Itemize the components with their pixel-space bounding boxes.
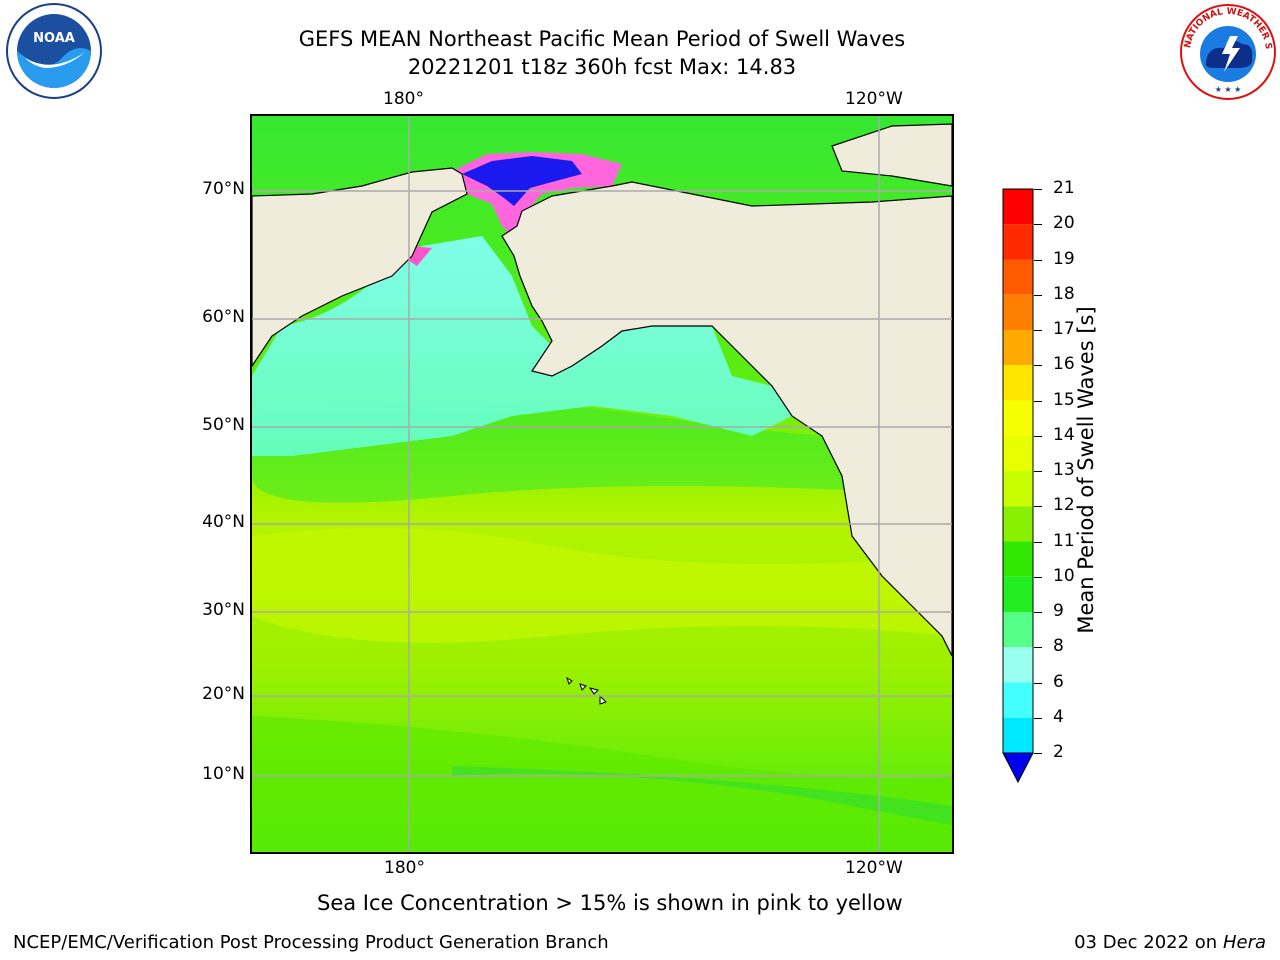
colorbar-tick-label: 11 (1053, 530, 1075, 551)
colorbar-tick-label: 14 (1053, 424, 1075, 445)
lat-label-60n: 60°N (202, 307, 245, 327)
ocean-band-green (252, 716, 952, 852)
noaa-logo: NOAA (5, 2, 103, 100)
lon-label-top-120w: 120°W (845, 89, 903, 109)
nws-logo: NATIONAL WEATHER SERVICE ★ ★ ★ (1175, 0, 1278, 102)
colorbar-tick-label: 17 (1053, 319, 1075, 339)
colorbar-segment (1003, 294, 1033, 330)
colorbar-segment (1003, 400, 1033, 436)
colorbar-segment (1003, 612, 1033, 648)
colorbar-tick-label: 10 (1053, 565, 1075, 586)
colorbar-tick-mark (1034, 400, 1042, 402)
colorbar-tick-label: 20 (1053, 213, 1075, 234)
graticule (252, 116, 952, 852)
colorbar-tick-label: 13 (1053, 460, 1075, 480)
colorbar-segment (1003, 717, 1033, 753)
colorbar-border (1002, 188, 1034, 754)
colorbar-segment (1003, 224, 1033, 260)
colorbar-tick-label: 12 (1053, 495, 1075, 516)
colorbar (1002, 188, 1034, 784)
colorbar-tick-mark (1034, 330, 1042, 331)
colorbar-segment (1003, 647, 1033, 683)
colorbar-tick-mark (1034, 471, 1042, 472)
colorbar-tick-mark (1034, 612, 1042, 613)
colorbar-tick-label: 9 (1053, 601, 1064, 621)
colorbar-segment (1003, 189, 1033, 225)
ocean-band-yellow (252, 528, 952, 643)
colorbar-tick-label: 2 (1053, 742, 1064, 762)
land-hawaii (566, 676, 607, 705)
colorbar-tick-mark (1034, 576, 1042, 578)
land-siberia (252, 167, 468, 368)
land-alaska-canada (501, 181, 952, 657)
colorbar-tick-mark (1034, 682, 1042, 684)
lat-label-20n: 20°N (202, 684, 245, 704)
colorbar-tick-mark (1034, 294, 1042, 296)
map-canvas (252, 116, 952, 852)
colorbar-tick-mark (1034, 224, 1042, 226)
chart-subtitle: 20221201 t18z 360h fcst Max: 14.83 (407, 55, 797, 79)
lon-label-bottom-120w: 120°W (845, 858, 903, 878)
colorbar-segment (1003, 506, 1033, 542)
land-arctic-islands (831, 123, 952, 187)
footer-date: 03 Dec 2022 on Hera (1074, 932, 1266, 953)
footer-credit: NCEP/EMC/Verification Post Processing Pr… (13, 932, 609, 953)
noaa-logo-text: NOAA (33, 31, 75, 46)
colorbar-tick-mark (1034, 435, 1042, 437)
sea-ice-blue (462, 156, 582, 206)
colorbar-tick-mark (1034, 717, 1042, 719)
ocean-band-deepgreen (452, 766, 952, 825)
colorbar-segment (1003, 330, 1033, 366)
colorbar-tick-mark (1034, 365, 1042, 367)
lon-label-top-180: 180° (383, 89, 424, 109)
colorbar-tick-label: 18 (1053, 283, 1075, 304)
colorbar-tick-label: 21 (1053, 178, 1075, 198)
colorbar-tick-label: 4 (1053, 706, 1064, 727)
lon-label-bottom-180: 180° (384, 858, 425, 878)
chart-title: GEFS MEAN Northeast Pacific Mean Period … (298, 27, 906, 51)
colorbar-segment (1003, 471, 1033, 507)
svg-text:★ ★ ★: ★ ★ ★ (1215, 85, 1242, 94)
colorbar-tick-mark (1034, 541, 1042, 543)
lat-label-70n: 70°N (202, 179, 245, 199)
colorbar-tick-label: 6 (1053, 671, 1064, 692)
colorbar-tick-mark (1034, 189, 1042, 190)
colorbar-tick-mark (1034, 259, 1042, 261)
colorbar-segment (1003, 541, 1033, 577)
colorbar-tick-label: 16 (1053, 354, 1075, 375)
colorbar-tick-mark (1034, 506, 1042, 508)
ocean-cyan-region (252, 236, 792, 456)
colorbar-segment (1003, 365, 1033, 401)
colorbar-label: Mean Period of Swell Waves [s] (1074, 306, 1098, 634)
footer-host: Hera (1222, 932, 1266, 953)
lat-label-40n: 40°N (202, 512, 245, 532)
colorbar-svg (1002, 188, 1034, 784)
colorbar-segment (1003, 435, 1033, 471)
colorbar-tick-label: 15 (1053, 389, 1075, 410)
lat-label-10n: 10°N (202, 764, 245, 784)
colorbar-tick-mark (1034, 647, 1042, 649)
colorbar-tick-mark (1034, 753, 1042, 754)
swell-period-map (250, 114, 954, 854)
colorbar-tick-label: 8 (1053, 636, 1064, 657)
colorbar-segment (1003, 576, 1033, 612)
colorbar-segment (1003, 682, 1033, 718)
sea-ice-note: Sea Ice Concentration > 15% is shown in … (317, 891, 903, 915)
colorbar-tick-label: 19 (1053, 248, 1075, 269)
lat-label-30n: 30°N (202, 600, 245, 620)
colorbar-segment (1003, 259, 1033, 295)
lat-label-50n: 50°N (202, 415, 245, 435)
colorbar-extend-triangle (1002, 752, 1034, 784)
footer-date-text: 03 Dec 2022 on (1074, 932, 1218, 953)
